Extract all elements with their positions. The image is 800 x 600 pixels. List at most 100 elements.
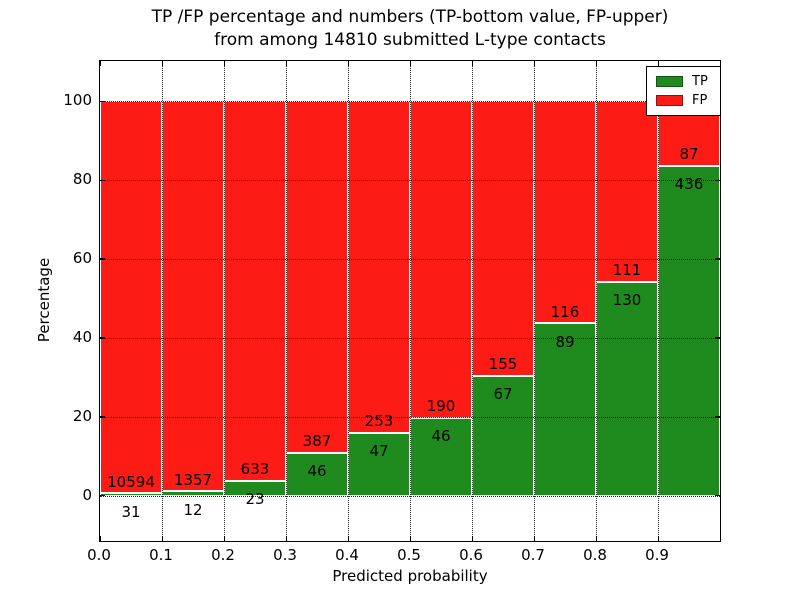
x-tick-mark xyxy=(533,61,535,66)
y-tick-label: 40 xyxy=(72,327,92,346)
tp-count-label: 46 xyxy=(431,427,451,446)
fp-count-label: 10594 xyxy=(107,472,155,491)
x-tick-label: 0.4 xyxy=(335,546,359,564)
fp-bar-segment xyxy=(348,101,410,434)
x-tick-mark xyxy=(285,61,287,66)
legend: TP FP xyxy=(646,66,721,116)
y-tick-label: 80 xyxy=(72,170,92,189)
y-tick-label: 20 xyxy=(72,406,92,425)
vertical-gridline xyxy=(596,61,597,541)
y-tick-mark xyxy=(715,179,720,181)
vertical-gridline xyxy=(224,61,225,541)
plot-area: 10594 31 1357 12 633 23 387 46 253 47 190 46 155 67 11… xyxy=(99,60,721,542)
fp-bar-segment xyxy=(410,101,472,419)
y-tick-mark xyxy=(715,416,720,418)
x-tick-mark xyxy=(595,61,597,66)
tp-count-label: 130 xyxy=(612,291,642,310)
tp-count-label: 67 xyxy=(493,384,513,403)
x-tick-mark xyxy=(533,536,535,541)
fp-bar-segment xyxy=(596,101,658,283)
x-tick-label: 0.6 xyxy=(459,546,483,564)
x-tick-mark xyxy=(161,61,163,66)
fp-bar-segment xyxy=(162,101,224,493)
x-tick-mark xyxy=(347,61,349,66)
tp-bar-segment xyxy=(410,418,472,496)
x-tick-label: 0.3 xyxy=(273,546,297,564)
legend-item: FP xyxy=(656,91,708,110)
chart-title-line2: from among 14810 submitted L-type contac… xyxy=(214,30,606,50)
x-tick-label: 0.8 xyxy=(583,546,607,564)
x-tick-label: 0.9 xyxy=(645,546,669,564)
x-tick-mark xyxy=(595,536,597,541)
x-tick-label: 0.2 xyxy=(211,546,235,564)
x-tick-mark xyxy=(285,536,287,541)
x-tick-mark xyxy=(409,536,411,541)
tp-bar-segment xyxy=(100,494,162,496)
vertical-gridline xyxy=(410,61,411,541)
tp-bar-segment xyxy=(348,433,410,496)
legend-item: TP xyxy=(656,72,708,91)
tp-count-label: 89 xyxy=(555,332,575,351)
fp-bar-segment xyxy=(286,101,348,454)
vertical-gridline xyxy=(162,61,163,541)
vertical-gridline xyxy=(472,61,473,541)
vertical-gridline xyxy=(534,61,535,541)
x-tick-mark xyxy=(99,536,101,541)
y-tick-mark xyxy=(100,100,105,103)
fp-count-label: 190 xyxy=(426,397,456,416)
x-tick-mark xyxy=(471,61,473,66)
x-axis-label: Predicted probability xyxy=(332,567,488,585)
fp-count-label: 253 xyxy=(364,412,394,431)
x-tick-mark xyxy=(409,61,411,66)
tp-bar-segment xyxy=(596,282,658,496)
tp-bar-segment xyxy=(534,324,596,496)
tp-count-label: 31 xyxy=(121,502,141,521)
y-tick-mark xyxy=(100,179,105,181)
vertical-gridline xyxy=(658,61,659,541)
tp-count-label: 47 xyxy=(369,442,389,461)
fp-bar-segment xyxy=(100,101,162,495)
x-tick-label: 0.7 xyxy=(521,546,545,564)
fp-count-label: 387 xyxy=(302,432,332,451)
tp-count-label: 23 xyxy=(245,490,265,509)
y-tick-label: 60 xyxy=(72,248,92,267)
x-tick-mark xyxy=(161,536,163,541)
chart-title: TP /FP percentage and numbers (TP-bottom… xyxy=(99,6,721,52)
x-tick-mark xyxy=(223,536,225,541)
tp-count-label: 46 xyxy=(307,462,327,481)
tp-bar-segment xyxy=(286,453,348,496)
y-tick-label: 0 xyxy=(82,485,92,504)
legend-item-label: TP xyxy=(692,74,708,89)
x-tick-mark xyxy=(471,536,473,541)
x-tick-label: 0.1 xyxy=(149,546,173,564)
vertical-gridline xyxy=(348,61,349,541)
fp-bar-segment xyxy=(472,101,534,377)
y-tick-mark xyxy=(715,495,720,497)
fp-count-label: 116 xyxy=(550,302,580,321)
vertical-gridline xyxy=(286,61,287,541)
fp-legend-swatch xyxy=(656,95,683,106)
chart-title-line1: TP /FP percentage and numbers (TP-bottom… xyxy=(151,7,669,27)
fp-count-label: 633 xyxy=(240,460,270,479)
tp-count-label: 436 xyxy=(674,175,704,194)
x-tick-mark xyxy=(657,536,659,541)
fp-count-label: 87 xyxy=(679,145,699,164)
fp-count-label: 155 xyxy=(488,354,518,373)
x-tick-label: 0.5 xyxy=(397,546,421,564)
fp-bar-segment xyxy=(534,101,596,325)
y-tick-mark xyxy=(100,337,105,339)
x-tick-mark xyxy=(223,61,225,66)
fp-count-label: 1357 xyxy=(173,470,213,489)
x-tick-label: 0.0 xyxy=(87,546,111,564)
tp-count-label: 12 xyxy=(183,500,203,519)
y-tick-mark xyxy=(100,495,105,497)
y-tick-mark xyxy=(715,258,720,260)
tp-legend-swatch xyxy=(656,76,683,87)
y-tick-label: 100 xyxy=(63,91,92,110)
fp-bar-segment xyxy=(224,101,286,482)
fp-count-label: 111 xyxy=(612,261,642,280)
tp-bar-segment xyxy=(658,166,720,496)
x-tick-mark xyxy=(99,61,101,66)
x-tick-mark xyxy=(347,536,349,541)
